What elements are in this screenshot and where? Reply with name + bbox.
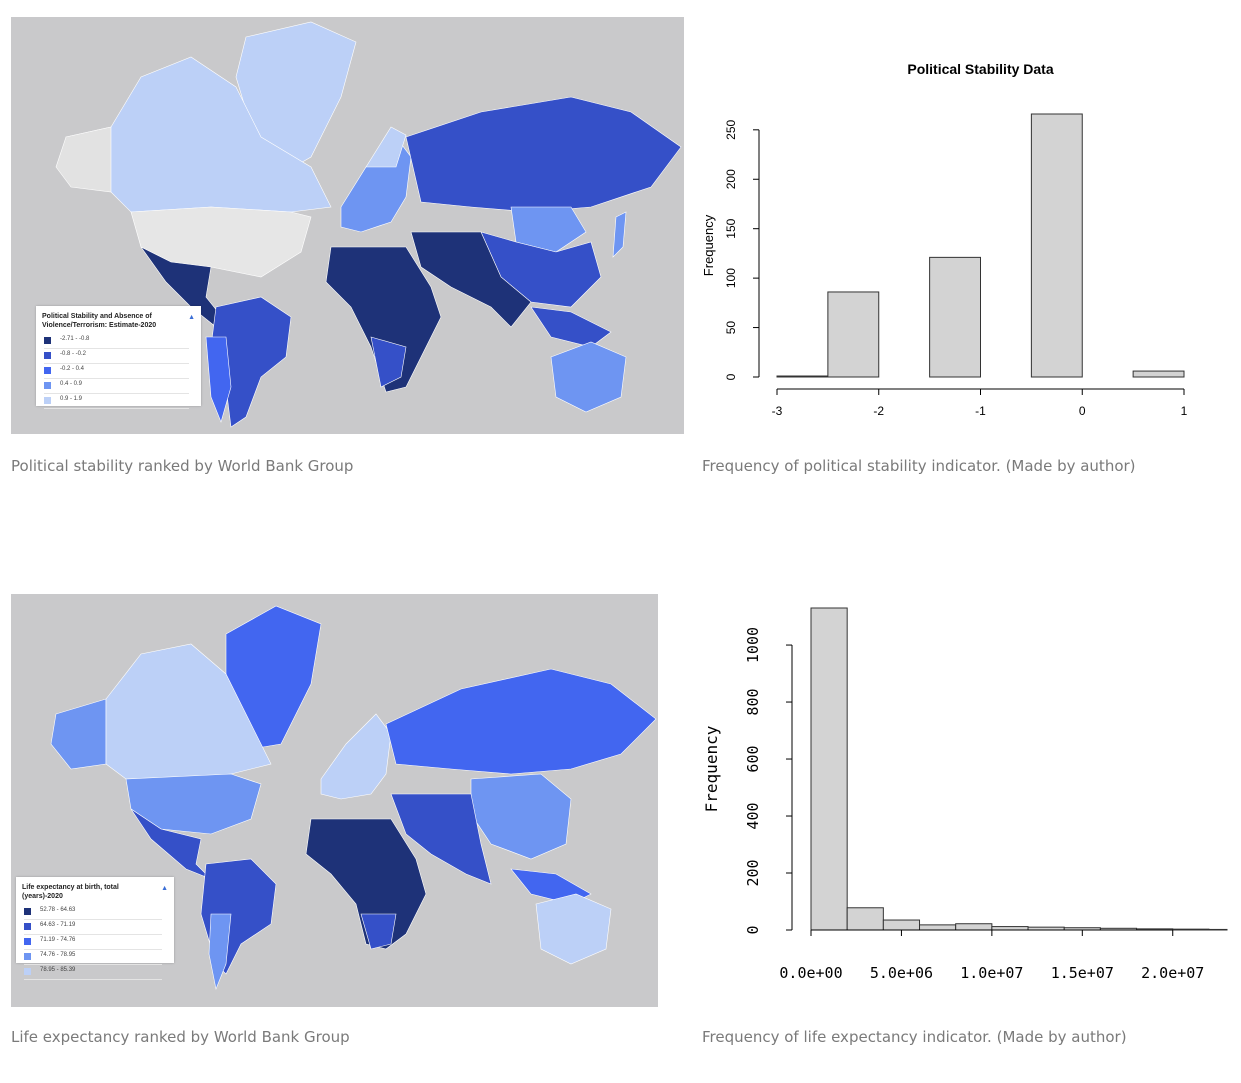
- legend-title: Political Stability and Absence of Viole…: [42, 313, 157, 329]
- histogram-bar: [1030, 113, 1083, 378]
- histogram-bar: [776, 375, 829, 378]
- histogram-bar: [846, 907, 884, 931]
- x-tick-label: 0.0e+00: [779, 964, 842, 982]
- legend-label: -2.71 - -0.8: [60, 336, 90, 342]
- legend-item: 74.76 - 78.95: [24, 950, 162, 965]
- collapse-icon[interactable]: ▲: [161, 885, 168, 892]
- legend-item: 64.63 - 71.19: [24, 920, 162, 935]
- legend-label: 71.19 - 74.76: [40, 937, 76, 943]
- map2-caption: Life expectancy ranked by World Bank Gro…: [11, 1028, 350, 1046]
- legend-item: -2.71 - -0.8: [44, 334, 189, 349]
- histogram-bar: [1172, 928, 1210, 931]
- legend-items: -2.71 - -0.8 -0.8 - -0.2 -0.2 - 0.4 0.4 …: [36, 334, 201, 409]
- legend-label: 64.63 - 71.19: [40, 922, 76, 928]
- histogram-bar: [919, 924, 957, 931]
- histogram-bar: [882, 919, 921, 931]
- legend-item: -0.8 - -0.2: [44, 349, 189, 364]
- life-expectancy-histogram: 0 200 400 600 800 1000 0.0e+00 5.0e+06 1.0e+07 1.…: [695, 594, 1235, 1004]
- x-tick-label: 1.5e+07: [1051, 964, 1114, 982]
- world-map-graphic: [50, 605, 657, 991]
- political-stability-histogram: Political Stability Data 0 50 100 150 200 250 -…: [695, 40, 1235, 440]
- legend-label: -0.2 - 0.4: [60, 366, 85, 372]
- legend-swatch: [24, 938, 31, 945]
- legend-item: -0.2 - 0.4: [44, 364, 189, 379]
- political-stability-map: Political Stability and Absence of Viole…: [11, 17, 684, 434]
- y-tick-label: 0: [744, 925, 762, 934]
- legend-swatch: [44, 367, 51, 374]
- y-tick-label: 100: [724, 268, 738, 288]
- legend-swatch: [24, 923, 31, 930]
- x-tick-label: 5.0e+06: [870, 964, 933, 982]
- legend-label: 78.95 - 85.39: [40, 967, 76, 973]
- legend-item: 52.78 - 64.63: [24, 905, 162, 920]
- legend-swatch: [44, 382, 51, 389]
- y-axis-label: Frequency: [702, 725, 721, 812]
- x-tick-label: 1: [1181, 404, 1188, 418]
- y-tick-label: 200: [744, 859, 762, 886]
- x-tick-label: -3: [772, 404, 783, 418]
- y-tick-label: 600: [744, 745, 762, 772]
- legend-swatch: [44, 397, 51, 404]
- histogram-bar: [1132, 370, 1185, 378]
- y-tick-label: 200: [724, 169, 738, 189]
- histogram-bar: [1208, 928, 1228, 931]
- legend-swatch: [24, 908, 31, 915]
- collapse-icon[interactable]: ▲: [188, 314, 195, 321]
- chart-title: Political Stability Data: [907, 61, 1053, 77]
- legend-swatch: [24, 953, 31, 960]
- legend-item: 78.95 - 85.39: [24, 965, 162, 980]
- y-tick-label: 400: [744, 802, 762, 829]
- y-tick-label: 150: [724, 218, 738, 238]
- legend-items: 52.78 - 64.63 64.63 - 71.19 71.19 - 74.7…: [16, 905, 174, 980]
- x-tick-label: 2.0e+07: [1141, 964, 1204, 982]
- map-legend: Life expectancy at birth, total (years)-…: [16, 877, 174, 980]
- histogram-bar: [991, 926, 1029, 931]
- world-map-graphic: [55, 21, 682, 428]
- map-legend: Political Stability and Absence of Viole…: [36, 306, 201, 409]
- legend-label: -0.8 - -0.2: [60, 351, 87, 357]
- y-tick-label: 50: [724, 321, 738, 335]
- histogram-bar: [955, 923, 993, 931]
- legend-label: 0.4 - 0.9: [60, 381, 83, 387]
- legend-label: 52.78 - 64.63: [40, 907, 76, 913]
- legend-title: Life expectancy at birth, total (years)-…: [22, 884, 119, 900]
- chart1-caption: Frequency of political stability indicat…: [702, 457, 1136, 475]
- histogram-bar: [929, 256, 981, 378]
- histogram-svg: 0 200 400 600 800 1000 0.0e+00 5.0e+06 1.0e+07 1.…: [702, 607, 1228, 982]
- x-tick-label: 1.0e+07: [960, 964, 1023, 982]
- legend-label: 74.76 - 78.95: [40, 952, 76, 958]
- legend-swatch: [44, 352, 51, 359]
- y-tick-label: 250: [724, 119, 738, 139]
- x-tick-label: -2: [873, 404, 884, 418]
- y-axis-label: Frequency: [701, 214, 716, 276]
- legend-item: 0.9 - 1.9: [44, 394, 189, 409]
- legend-item: 71.19 - 74.76: [24, 935, 162, 950]
- histogram-bar: [827, 291, 880, 378]
- legend-swatch: [44, 337, 51, 344]
- histogram-svg: Political Stability Data 0 50 100 150 200 250 -…: [701, 61, 1188, 418]
- legend-item: 0.4 - 0.9: [44, 379, 189, 394]
- histogram-bar: [810, 607, 848, 931]
- x-tick-label: 0: [1079, 404, 1086, 418]
- legend-label: 0.9 - 1.9: [60, 396, 83, 402]
- y-tick-label: 1000: [744, 627, 762, 663]
- x-tick-label: -1: [975, 404, 986, 418]
- chart2-caption: Frequency of life expectancy indicator. …: [702, 1028, 1127, 1046]
- y-tick-label: 0: [724, 373, 738, 380]
- y-tick-label: 800: [744, 688, 762, 715]
- life-expectancy-map: Life expectancy at birth, total (years)-…: [11, 594, 658, 1007]
- legend-swatch: [24, 968, 31, 975]
- map1-caption: Political stability ranked by World Bank…: [11, 457, 354, 475]
